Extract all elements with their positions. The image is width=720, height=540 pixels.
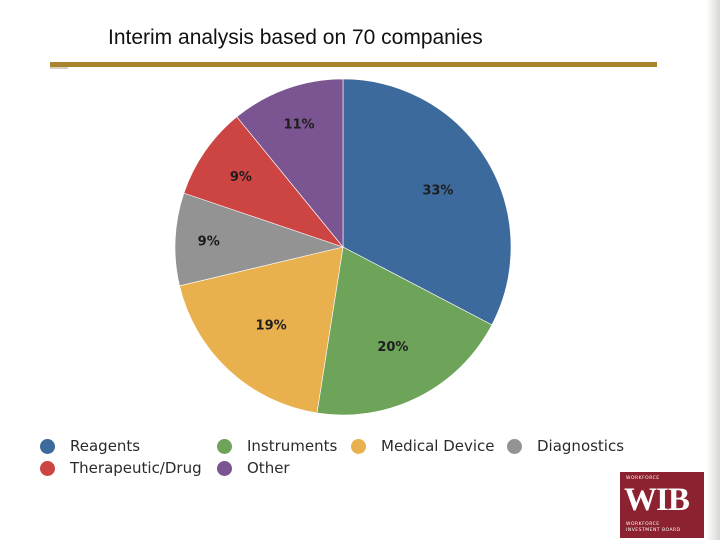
logo-top-text: WORKFORCE — [626, 476, 660, 481]
slice-label-diagnostics: 9% — [198, 235, 220, 250]
wib-logo: WORKFORCE WIB WORKFORCE INVESTMENT BOARD — [620, 472, 704, 538]
legend-swatch-instruments — [217, 438, 232, 454]
pie-slice-reagents — [342, 78, 512, 326]
legend-item-reagents: Reagents — [40, 436, 140, 456]
pie-slice-therapeutic-drug — [183, 116, 344, 248]
pie-chart: 33% 20% 19% 9% 9% 11% — [174, 78, 512, 416]
slice-label-medical-device: 19% — [256, 319, 287, 334]
legend-label-diagnostics: Diagnostics — [537, 437, 625, 455]
slice-label-reagents: 33% — [422, 184, 453, 199]
legend-item-therapeutic-drug: Therapeutic/Drug — [40, 458, 202, 478]
pie-slice-diagnostics — [174, 192, 345, 287]
pie-slice-other — [236, 78, 344, 248]
legend-swatch-reagents — [40, 438, 55, 454]
legend-swatch-medical-device — [351, 438, 366, 454]
pie-labels: 33% 20% 19% 9% 9% 11% — [198, 118, 454, 355]
title-rule-shadow — [50, 67, 68, 69]
pie-slices — [174, 78, 512, 416]
legend-swatch-diagnostics — [507, 438, 522, 454]
pie-slice-medical-device — [179, 246, 344, 414]
legend-swatch-other — [217, 460, 232, 476]
legend-item-other: Other — [217, 458, 290, 478]
logo-bottom-line-2: INVESTMENT BOARD — [626, 528, 681, 533]
slide-right-edge — [706, 0, 720, 540]
legend-label-medical-device: Medical Device — [381, 437, 495, 455]
legend-item-medical-device: Medical Device — [351, 436, 495, 456]
legend-swatch-therapeutic-drug — [40, 460, 55, 476]
title-rule — [50, 62, 657, 67]
legend-label-therapeutic-drug: Therapeutic/Drug — [70, 459, 202, 477]
chart-legend: Reagents Instruments Medical Device Diag… — [40, 436, 640, 482]
legend-item-diagnostics: Diagnostics — [507, 436, 624, 456]
logo-bottom-line-1: WORKFORCE — [626, 522, 660, 527]
pie-slice-instruments — [316, 246, 493, 416]
legend-label-instruments: Instruments — [247, 437, 338, 455]
slice-label-instruments: 20% — [377, 340, 408, 355]
legend-item-instruments: Instruments — [217, 436, 337, 456]
logo-main-text: WIB — [624, 482, 690, 518]
legend-label-other: Other — [247, 459, 290, 477]
legend-label-reagents: Reagents — [70, 437, 141, 455]
slide-title: Interim analysis based on 70 companies — [108, 26, 483, 49]
slice-label-other: 11% — [283, 118, 314, 133]
slice-label-therapeutic-drug: 9% — [230, 170, 252, 185]
